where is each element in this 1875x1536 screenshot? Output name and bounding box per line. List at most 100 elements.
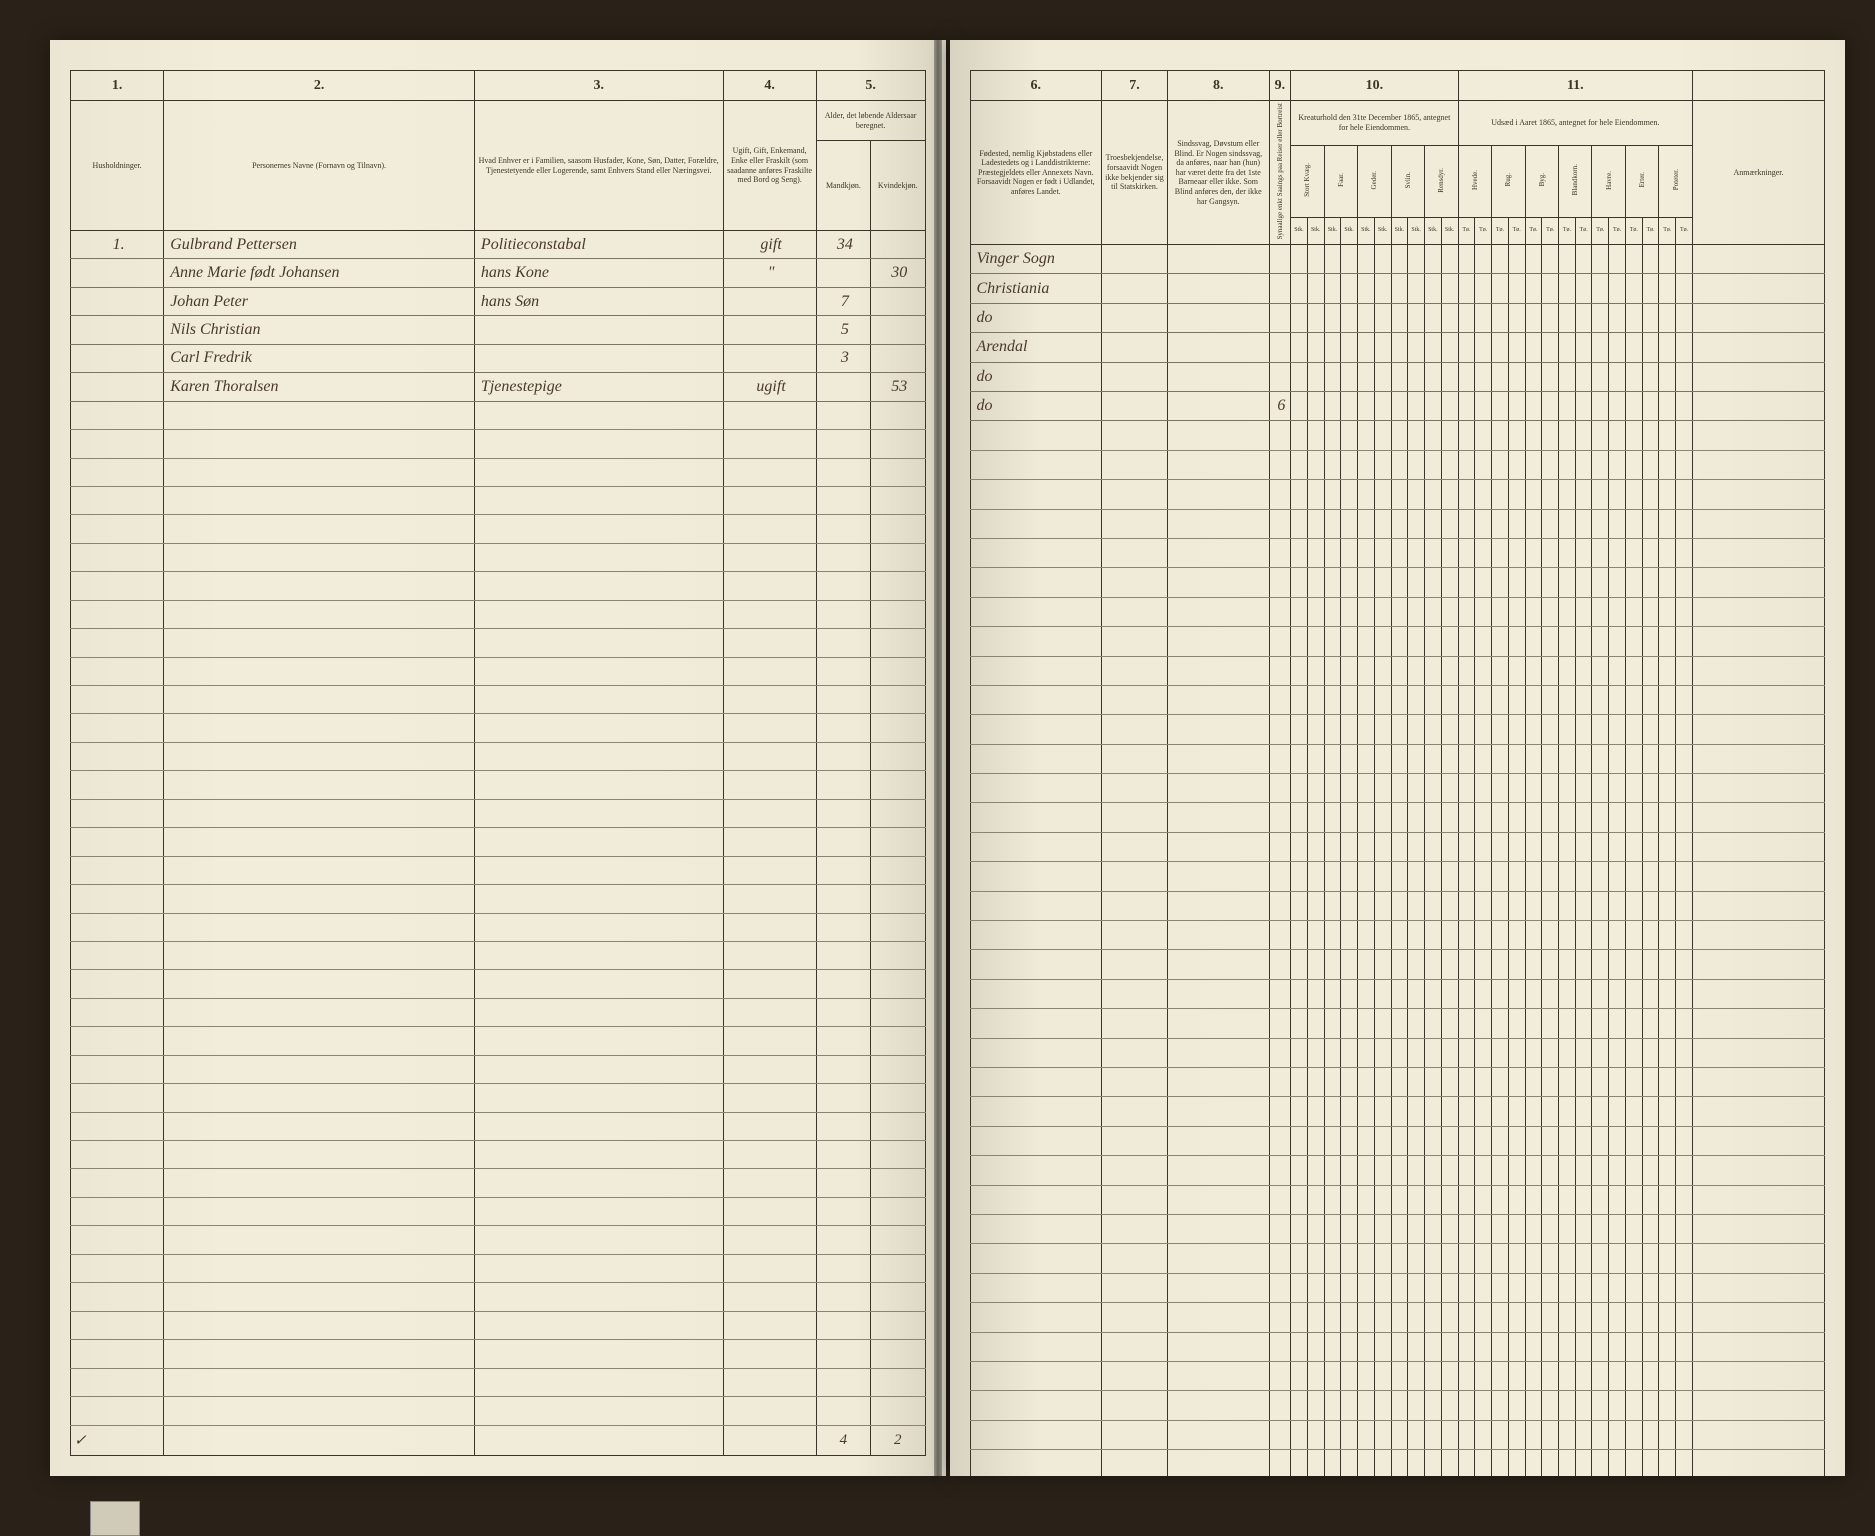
unit-cell: Tø. <box>1458 217 1475 244</box>
table-row: do <box>970 303 1825 332</box>
empty-row <box>970 1273 1825 1302</box>
col-num-11: 11. <box>1458 71 1692 101</box>
unit-cell: Tø. <box>1575 217 1592 244</box>
table-row: 1.Gulbrand PettersenPolitieconstabalgift… <box>71 231 926 259</box>
unit-cell: Stk. <box>1441 217 1458 244</box>
subcol-11: Byg. <box>1525 145 1558 217</box>
header-udsaed: Udsæd i Aaret 1865, antegnet for hele Ei… <box>1458 101 1692 146</box>
unit-cell: Stk. <box>1408 217 1425 244</box>
empty-row <box>71 572 926 600</box>
empty-row <box>71 941 926 969</box>
unit-cell: Stk. <box>1424 217 1441 244</box>
empty-row <box>71 515 926 543</box>
empty-row <box>970 1244 1825 1273</box>
unit-cell: Stk. <box>1358 217 1375 244</box>
col-num-4: 4. <box>723 71 816 101</box>
header-familie: Hvad Enhver er i Familien, saasom Husfad… <box>474 101 723 231</box>
empty-row <box>71 885 926 913</box>
empty-row <box>970 891 1825 920</box>
left-sum-row: ✓ 4 2 <box>71 1426 926 1456</box>
unit-cell: Tø. <box>1659 217 1676 244</box>
empty-row <box>71 1226 926 1254</box>
unit-cell: Tø. <box>1642 217 1659 244</box>
empty-row <box>970 627 1825 656</box>
col-num-7: 7. <box>1102 71 1168 101</box>
header-mand: Mandkjøn. <box>816 141 870 231</box>
table-row: Vinger Sogn <box>970 245 1825 274</box>
subcol-11: Poteter. <box>1659 145 1693 217</box>
unit-cell: Stk. <box>1391 217 1408 244</box>
empty-row <box>71 742 926 770</box>
unit-cell: Tø. <box>1609 217 1626 244</box>
empty-row <box>71 543 926 571</box>
empty-row <box>71 1027 926 1055</box>
book-spine <box>934 40 942 1476</box>
empty-row <box>71 1283 926 1311</box>
empty-row <box>970 509 1825 538</box>
empty-row <box>970 480 1825 509</box>
header-troes: Troesbekjendelse, forsaavidt Nogen ikke … <box>1102 101 1168 245</box>
sum-female: 2 <box>871 1426 925 1456</box>
empty-row <box>71 1254 926 1282</box>
unit-cell: Tø. <box>1592 217 1609 244</box>
empty-row <box>71 1055 926 1083</box>
empty-row <box>71 657 926 685</box>
empty-row <box>970 832 1825 861</box>
subcol-11: Blandkorn. <box>1559 145 1592 217</box>
unit-cell: Tø. <box>1625 217 1642 244</box>
subcol-10: Geder. <box>1358 145 1391 217</box>
empty-row <box>970 744 1825 773</box>
empty-row <box>71 1396 926 1425</box>
empty-row <box>970 715 1825 744</box>
empty-row <box>71 1368 926 1396</box>
empty-row <box>970 1391 1825 1420</box>
left-page: 1. 2. 3. 4. 5. Husholdninger. Personerne… <box>50 40 946 1476</box>
empty-row <box>71 458 926 486</box>
table-row: Arendal <box>970 333 1825 362</box>
unit-cell: Stk. <box>1291 217 1308 244</box>
subcol-10: Rensdyr. <box>1424 145 1458 217</box>
empty-row <box>970 1097 1825 1126</box>
empty-row <box>71 430 926 458</box>
header-kvinde: Kvindekjøn. <box>871 141 925 231</box>
page-tab <box>90 1501 140 1536</box>
empty-row <box>71 1340 926 1368</box>
unit-cell: Tø. <box>1508 217 1525 244</box>
sum-male: 4 <box>816 1426 870 1456</box>
empty-row <box>970 862 1825 891</box>
empty-row <box>71 913 926 941</box>
empty-row <box>71 856 926 884</box>
empty-row <box>71 1112 926 1140</box>
subcol-10: Stort Kvæg. <box>1291 145 1324 217</box>
col-num-2: 2. <box>164 71 475 101</box>
empty-row <box>970 1185 1825 1214</box>
subcol-11: Erter. <box>1625 145 1658 217</box>
empty-row <box>71 714 926 742</box>
empty-row <box>970 979 1825 1008</box>
empty-row <box>970 538 1825 567</box>
empty-row <box>970 1038 1825 1067</box>
empty-row <box>71 799 926 827</box>
header-navne: Personernes Navne (Fornavn og Tilnavn). <box>164 101 475 231</box>
empty-row <box>970 1332 1825 1361</box>
empty-row <box>970 774 1825 803</box>
col-num-8: 8. <box>1167 71 1269 101</box>
unit-cell: Tø. <box>1559 217 1576 244</box>
empty-row <box>71 1141 926 1169</box>
empty-row <box>71 486 926 514</box>
unit-cell: Tø. <box>1676 217 1693 244</box>
table-row: do <box>970 362 1825 391</box>
table-row: Christiania <box>970 274 1825 303</box>
subcol-10: Sviin. <box>1391 145 1424 217</box>
empty-row <box>970 685 1825 714</box>
table-row: Johan Peterhans Søn7 <box>71 287 926 315</box>
unit-cell: Stk. <box>1307 217 1324 244</box>
col-num-5: 5. <box>816 71 925 101</box>
col-num-9: 9. <box>1269 71 1291 101</box>
empty-row <box>970 1420 1825 1449</box>
header-sindssvag: Sindssvag, Døvstum eller Blind. Er Nogen… <box>1167 101 1269 245</box>
empty-row <box>970 1450 1825 1476</box>
header-alder: Alder, det løbende Aldersaar beregnet. <box>816 101 925 141</box>
empty-row <box>970 421 1825 450</box>
empty-row <box>970 656 1825 685</box>
